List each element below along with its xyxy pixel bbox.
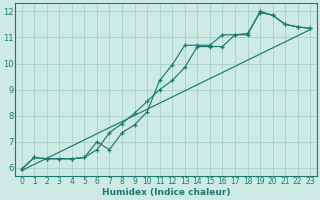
X-axis label: Humidex (Indice chaleur): Humidex (Indice chaleur) bbox=[102, 188, 230, 197]
